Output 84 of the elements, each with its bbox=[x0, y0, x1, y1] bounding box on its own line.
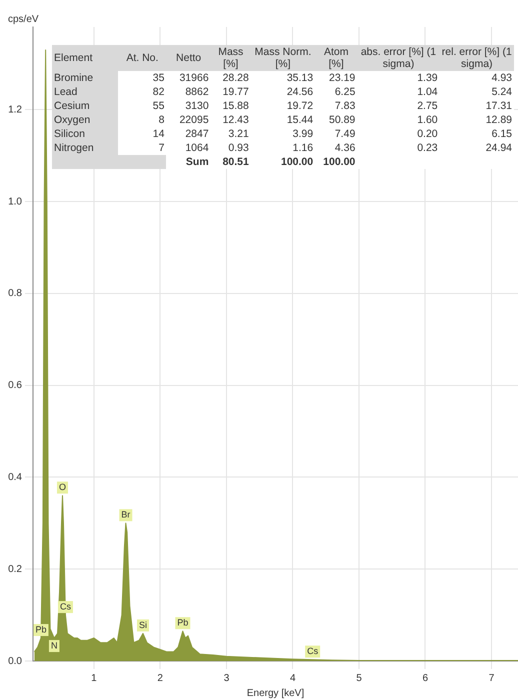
annotation: 15.88 bbox=[210, 99, 251, 113]
annotation: Atom [%] bbox=[315, 45, 358, 71]
annotation: 0.20 bbox=[357, 127, 440, 141]
annotation: Sum bbox=[184, 155, 210, 169]
annotation: 4.93 bbox=[440, 71, 514, 85]
annotation: Mass [%] bbox=[210, 45, 251, 71]
annotation: 19.77 bbox=[210, 85, 251, 99]
annotation: 7.83 bbox=[315, 99, 358, 113]
annotation: Silicon bbox=[52, 127, 118, 141]
x-tick-label: 1 bbox=[91, 672, 98, 684]
annotation: 19.72 bbox=[250, 99, 316, 113]
annotation: 1.39 bbox=[357, 71, 440, 85]
y-tick-label: 0.0 bbox=[8, 656, 22, 667]
annotation: abs. error [%] (1 sigma) bbox=[357, 45, 440, 71]
annotation: 55 bbox=[118, 99, 166, 113]
annotation: 7 bbox=[118, 141, 166, 155]
y-tick-label: 0.8 bbox=[8, 288, 22, 300]
annotation: 0.93 bbox=[210, 141, 251, 155]
annotation: 3.21 bbox=[210, 127, 251, 141]
x-tick-label: 6 bbox=[422, 672, 428, 684]
x-tick-label: 3 bbox=[224, 672, 230, 684]
annotation: Si bbox=[138, 620, 147, 630]
annotation: Cesium bbox=[52, 99, 118, 113]
y-tick-label: 0.2 bbox=[8, 564, 22, 575]
annotation: 7.49 bbox=[315, 127, 358, 141]
annotation: 80.51 bbox=[222, 155, 250, 169]
annotation: Pb bbox=[35, 624, 46, 635]
annotation: 1.60 bbox=[357, 113, 440, 127]
annotation: 28.28 bbox=[210, 71, 251, 85]
annotation: 4.36 bbox=[315, 141, 358, 155]
annotation: 1.16 bbox=[250, 141, 316, 155]
annotation: Cs bbox=[60, 602, 72, 612]
annotation: Bromine bbox=[52, 71, 118, 85]
annotation: 0.23 bbox=[357, 141, 440, 155]
x-axis-title: Energy [keV] bbox=[246, 688, 304, 699]
annotation: 12.89 bbox=[440, 113, 514, 127]
annotation: 6.25 bbox=[315, 85, 358, 99]
annotation: 3130 bbox=[166, 99, 211, 113]
annotation: 8 bbox=[118, 113, 166, 127]
annotation: Mass Norm. [%] bbox=[250, 45, 316, 71]
y-tick-label: 1.2 bbox=[8, 104, 22, 116]
annotation: Oxygen bbox=[52, 113, 118, 127]
annotation: 15.44 bbox=[250, 113, 316, 127]
annotation: 6.15 bbox=[440, 127, 514, 141]
annotation: 3.99 bbox=[250, 127, 316, 141]
annotation: 1064 bbox=[166, 141, 211, 155]
annotation: 8862 bbox=[166, 85, 211, 99]
annotation: 22095 bbox=[166, 113, 211, 127]
annotation: N bbox=[50, 640, 58, 651]
annotation: 2.75 bbox=[357, 99, 440, 113]
y-axis-title: cps/eV bbox=[8, 14, 39, 25]
annotation: 14 bbox=[118, 127, 166, 141]
annotation: 12.43 bbox=[210, 113, 251, 127]
annotation: 82 bbox=[118, 85, 166, 99]
y-tick-label: 1.0 bbox=[8, 196, 22, 208]
annotation: O bbox=[58, 482, 66, 492]
y-tick-label: 0.6 bbox=[8, 380, 22, 392]
annotation: 5.24 bbox=[440, 85, 514, 99]
annotation: 23.19 bbox=[315, 71, 358, 85]
annotation: Lead bbox=[52, 85, 118, 99]
annotation: Element bbox=[52, 45, 118, 71]
x-tick-label: 5 bbox=[356, 672, 362, 684]
x-tick-label: 2 bbox=[157, 672, 164, 684]
annotation: 1.04 bbox=[357, 85, 440, 99]
annotation: 31966 bbox=[166, 71, 211, 85]
annotation: 17.31 bbox=[440, 99, 514, 113]
annotation: 24.56 bbox=[250, 85, 316, 99]
annotation: Pb bbox=[177, 618, 188, 628]
annotation: 100.00 bbox=[322, 155, 356, 169]
annotation: 35.13 bbox=[250, 71, 316, 85]
annotation: Br bbox=[121, 510, 130, 520]
annotation: 35 bbox=[118, 71, 166, 85]
x-tick-label: 7 bbox=[488, 672, 495, 684]
annotation: 50.89 bbox=[315, 113, 358, 127]
annotation: Nitrogen bbox=[52, 141, 118, 155]
annotation: 100.00 bbox=[280, 155, 314, 169]
annotation: At. No. bbox=[118, 45, 166, 71]
x-tick-label: 4 bbox=[290, 672, 296, 684]
annotation: 24.94 bbox=[440, 141, 514, 155]
annotation: Cs bbox=[307, 646, 319, 656]
annotation: 2847 bbox=[166, 127, 211, 141]
annotation: Netto bbox=[166, 45, 211, 71]
y-tick-label: 0.4 bbox=[8, 472, 22, 483]
annotation: rel. error [%] (1 sigma) bbox=[440, 45, 514, 71]
